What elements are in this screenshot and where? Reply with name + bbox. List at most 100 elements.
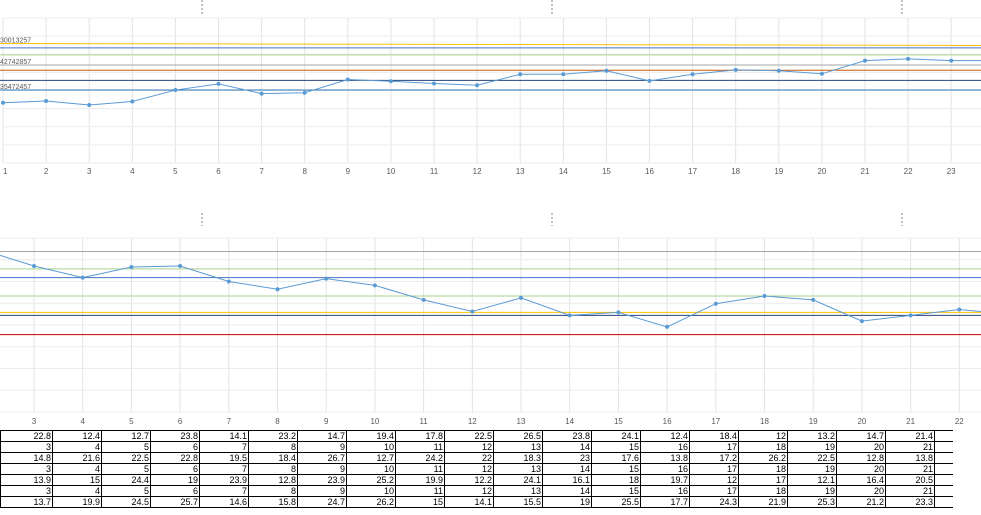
table-cell: 13.2	[787, 430, 837, 442]
x-tick-label: 14	[559, 167, 568, 176]
x-tick-label: 19	[774, 167, 783, 176]
x-tick-label: 10	[386, 167, 395, 176]
data-point	[647, 78, 652, 83]
data-point	[173, 88, 178, 93]
table-cell: 19.5	[199, 452, 249, 464]
table-cell: 4	[52, 441, 102, 453]
data-point	[713, 301, 718, 306]
control-line-label: 35472457	[0, 84, 31, 91]
table-cell: 17.6	[591, 452, 641, 464]
table-cell: 19.4	[346, 430, 396, 442]
table-cell: 17	[689, 463, 739, 475]
table-cell: 24.3	[689, 496, 739, 508]
table-cell: 18.3	[493, 452, 543, 464]
table-cell: 22.5	[101, 452, 151, 464]
table-cell: 15	[591, 441, 641, 453]
table-cell: 12.7	[346, 452, 396, 464]
data-point	[908, 313, 913, 318]
x-tick-label: 14	[565, 417, 574, 426]
table-cell: 23.2	[248, 430, 298, 442]
table-cell: 9	[297, 441, 347, 453]
data-point	[324, 276, 329, 281]
table-cell: 25.5	[591, 496, 641, 508]
table-cell: 12.8	[248, 474, 298, 486]
x-tick-label: 2	[44, 167, 49, 176]
control-line-label: 30013257	[0, 37, 31, 44]
data-point	[665, 324, 670, 329]
x-tick-label: 8	[275, 417, 280, 426]
x-tick-label: 22	[904, 167, 913, 176]
table-cell: 12	[444, 485, 494, 497]
data-point	[421, 297, 426, 302]
x-tick-label: 3	[87, 167, 92, 176]
x-tick-label: 1	[3, 167, 8, 176]
table-cell: 3	[0, 441, 53, 453]
data-point	[372, 283, 377, 288]
table-cell: 26.2	[738, 452, 788, 464]
x-tick-label: 6	[178, 417, 183, 426]
table-cell: 5	[101, 441, 151, 453]
x-tick-label: 7	[227, 417, 232, 426]
table-cell: 12.4	[640, 430, 690, 442]
table-cell: 18	[591, 474, 641, 486]
data-point	[819, 71, 824, 76]
table-cell: 21	[885, 463, 935, 475]
table-cell: 14	[542, 485, 592, 497]
table-cell: 12	[444, 463, 494, 475]
table-cell: 18.4	[248, 452, 298, 464]
table-cell: 13.8	[640, 452, 690, 464]
table-cell: 19.7	[640, 474, 690, 486]
table-cell: 15	[591, 485, 641, 497]
x-tick-label: 20	[857, 417, 866, 426]
table-cell: 11	[395, 441, 445, 453]
x-tick-label: 15	[602, 167, 611, 176]
data-point	[604, 68, 609, 73]
table-cell: 18.4	[689, 430, 739, 442]
table-cell: 13	[493, 463, 543, 475]
x-tick-label: 7	[259, 167, 264, 176]
table-cell: 23.8	[150, 430, 200, 442]
table-cell: 19	[787, 463, 837, 475]
table-cell: 11	[395, 485, 445, 497]
table-cell: 5	[101, 463, 151, 475]
table-cell: 6	[150, 485, 200, 497]
data-point	[616, 310, 621, 315]
data-point	[129, 265, 134, 269]
table-cell: 21	[885, 485, 935, 497]
x-tick-label: 9	[346, 167, 351, 176]
table-cell: 13.7	[0, 496, 53, 508]
table-cell: 24.5	[101, 496, 151, 508]
table-cell: 12	[444, 441, 494, 453]
table-cell: 3	[0, 485, 53, 497]
table-cell: 11	[395, 463, 445, 475]
x-tick-label: 12	[468, 417, 477, 426]
x-tick-label: 18	[760, 417, 769, 426]
table-cell: 25.2	[346, 474, 396, 486]
table-cell-empty	[934, 496, 953, 508]
x-tick-label: 16	[663, 417, 672, 426]
data-point	[275, 287, 280, 292]
table-row: 3 4 5 6 7 8 9 10 11 12 13 14 15 16 17 18 19 20 21	[0, 441, 953, 453]
data-point	[762, 294, 767, 298]
table-cell: 18	[738, 441, 788, 453]
table-cell: 17	[689, 441, 739, 453]
x-tick-label: 21	[861, 167, 870, 176]
table-cell: 4	[52, 485, 102, 497]
data-point	[80, 275, 85, 280]
table-cell: 22.5	[787, 452, 837, 464]
table-cell: 6	[150, 441, 200, 453]
table-cell: 18	[738, 485, 788, 497]
table-cell: 14.1	[199, 430, 249, 442]
data-point	[178, 264, 183, 269]
table-cell: 21.4	[885, 430, 935, 442]
table-row: 3 4 5 6 7 8 9 10 11 12 13 14 15 16 17 18 19 20 21	[0, 485, 953, 497]
table-cell: 12	[689, 474, 739, 486]
x-tick-label: 10	[370, 417, 379, 426]
table-cell: 8	[248, 485, 298, 497]
x-tick-label: 5	[129, 417, 134, 426]
table-cell: 12.7	[101, 430, 151, 442]
table-cell: 10	[346, 441, 396, 453]
x-tick-label: 17	[711, 417, 720, 426]
